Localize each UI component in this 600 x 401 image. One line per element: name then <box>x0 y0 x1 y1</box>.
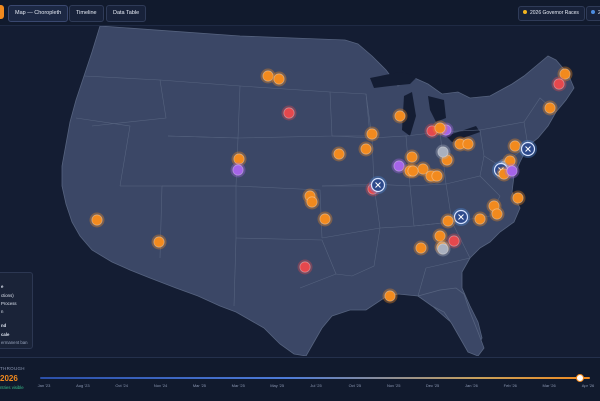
app-logo <box>0 5 4 19</box>
orange-event-marker[interactable] <box>231 151 247 167</box>
timeline-subtitle: ntries visible <box>0 385 24 390</box>
orange-event-marker[interactable] <box>382 288 398 304</box>
timeline-tick: Dec '25 <box>425 383 440 388</box>
timeline-tick: Apr '26 <box>581 383 595 388</box>
legend-line: n <box>1 309 4 314</box>
gray-event-marker[interactable] <box>435 144 451 160</box>
orange-event-marker[interactable] <box>542 100 558 116</box>
top-bar: Map — Choropleth Timeline Data Table 202… <box>0 0 600 26</box>
marker-layer <box>89 66 573 304</box>
florida-landmass <box>417 287 485 356</box>
orange-event-marker[interactable] <box>404 149 420 165</box>
orange-event-marker[interactable] <box>557 66 573 82</box>
orange-event-marker[interactable] <box>507 138 523 154</box>
legend-line: ermanent ban <box>1 340 28 345</box>
orange-event-marker[interactable] <box>392 108 408 124</box>
orange-event-marker[interactable] <box>413 240 429 256</box>
timeline-bar: THROUGH 2026 ntries visible Jan '23 Aug '… <box>0 357 600 401</box>
orange-event-marker[interactable] <box>304 194 320 210</box>
blue-event-marker[interactable] <box>519 140 537 158</box>
orange-event-marker[interactable] <box>510 190 526 206</box>
orange-event-marker[interactable] <box>317 211 333 227</box>
timeline-tick: Jan '23 <box>37 383 51 388</box>
timeline-tick: Mar '25 <box>231 383 245 388</box>
orange-event-marker[interactable] <box>151 234 167 250</box>
orange-event-marker[interactable] <box>489 206 505 222</box>
timeline-slider-thumb[interactable] <box>576 374 584 382</box>
legend-pill-label: 2 <box>598 10 600 16</box>
legend-pill-governor-races[interactable]: 2026 Governor Races <box>518 6 585 21</box>
timeline-tick: Oct '24 <box>115 383 128 388</box>
legend-panel: e ctions) Process n nd cale ermanent ban <box>0 272 33 349</box>
red-event-marker[interactable] <box>281 105 297 121</box>
orange-event-marker[interactable] <box>460 136 476 152</box>
lake-michigan <box>402 92 416 136</box>
blue-event-marker[interactable] <box>452 208 470 226</box>
orange-event-marker[interactable] <box>358 141 374 157</box>
blue-event-marker[interactable] <box>369 176 387 194</box>
us-map[interactable] <box>0 26 600 356</box>
orange-event-marker[interactable] <box>429 168 445 184</box>
red-event-marker[interactable] <box>446 233 462 249</box>
legend-line: cale <box>1 332 10 337</box>
lake-superior <box>370 72 418 88</box>
legend-line: nd <box>1 323 7 328</box>
red-event-marker[interactable] <box>551 76 567 92</box>
purple-event-marker[interactable] <box>391 158 407 174</box>
orange-event-marker[interactable] <box>452 136 468 152</box>
orange-event-marker[interactable] <box>472 211 488 227</box>
orange-event-marker[interactable] <box>364 126 380 142</box>
legend-dot-icon <box>591 9 595 14</box>
red-event-marker[interactable] <box>297 259 313 275</box>
us-landmass <box>61 26 575 356</box>
timeline-year: 2026 <box>0 374 18 383</box>
close-icon <box>375 182 381 188</box>
orange-event-marker[interactable] <box>405 163 421 179</box>
orange-event-marker[interactable] <box>440 213 456 229</box>
tab-data-table[interactable]: Data Table <box>106 5 147 22</box>
timeline-tick: Oct '25 <box>348 383 362 388</box>
timeline-tick: Nov '25 <box>386 383 401 388</box>
us-map-svg <box>61 26 575 356</box>
lake-erie <box>446 126 480 142</box>
timeline-tick: Mar '26 <box>542 383 556 388</box>
timeline-slider-track[interactable] <box>40 377 590 379</box>
legend-line: e <box>1 284 4 289</box>
timeline-tick: Mar '25 <box>192 383 207 388</box>
lake-huron <box>428 96 446 122</box>
close-icon <box>458 214 464 220</box>
orange-event-marker[interactable] <box>502 153 518 169</box>
orange-event-marker[interactable] <box>432 228 448 244</box>
legend-line: ctions) <box>1 293 14 298</box>
legend-pill-label: 2026 Governor Races <box>530 10 579 16</box>
orange-event-marker[interactable] <box>260 68 276 84</box>
legend-line: Process <box>1 301 17 306</box>
orange-event-marker[interactable] <box>271 71 287 87</box>
purple-event-marker[interactable] <box>504 163 520 179</box>
close-icon <box>525 146 531 152</box>
timeline-tick: Nov '24 <box>153 383 168 388</box>
orange-event-marker[interactable] <box>331 146 347 162</box>
legend-pill-second[interactable]: 2 <box>586 6 600 21</box>
legend-dot-icon <box>523 9 527 14</box>
tab-map-choropleth[interactable]: Map — Choropleth <box>8 5 69 22</box>
timeline-tick: Jan '26 <box>465 383 478 388</box>
purple-event-marker[interactable] <box>230 162 246 178</box>
orange-event-marker[interactable] <box>432 120 448 136</box>
gray-event-marker[interactable] <box>435 241 451 257</box>
tab-timeline[interactable]: Timeline <box>69 5 104 22</box>
timeline-tick: May '25 <box>270 383 285 388</box>
timeline-label: THROUGH <box>0 366 25 371</box>
timeline-tick: Aug '23 <box>76 383 90 388</box>
orange-event-marker[interactable] <box>89 212 105 228</box>
timeline-tick: Feb '26 <box>503 383 517 388</box>
timeline-tick: Jul '25 <box>310 383 322 388</box>
